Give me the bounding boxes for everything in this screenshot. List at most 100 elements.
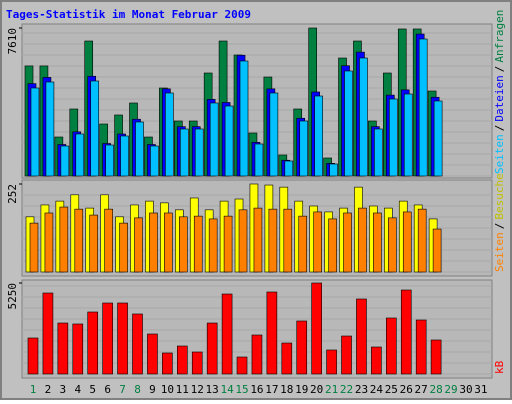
x-tick-label: 15	[235, 383, 248, 396]
x-tick-label: 22	[340, 383, 353, 396]
bar	[238, 209, 248, 273]
legend: kB	[493, 360, 506, 374]
bar	[132, 313, 143, 375]
bar	[373, 212, 382, 273]
x-tick-label: 29	[444, 383, 457, 396]
bar	[417, 208, 427, 273]
legend: Seiten / Dateien / Anfragen	[493, 10, 506, 174]
bar	[358, 207, 367, 273]
x-tick-label: 11	[176, 383, 189, 396]
bar	[45, 81, 55, 177]
bar	[371, 346, 382, 375]
x-tick-label: 31	[474, 383, 487, 396]
bar	[374, 128, 383, 177]
x-tick-label: 28	[429, 383, 442, 396]
bar	[388, 217, 397, 273]
bar	[430, 339, 442, 375]
bar	[135, 121, 144, 177]
x-tick-label: 3	[60, 383, 67, 396]
bar	[134, 217, 143, 273]
bar	[344, 70, 353, 177]
bar	[254, 143, 264, 177]
bar	[253, 207, 263, 273]
bar	[400, 289, 412, 375]
bar	[29, 222, 39, 273]
x-tick-label: 1	[30, 383, 37, 396]
bar	[329, 163, 338, 177]
bar	[74, 208, 84, 273]
legend-entry: kB	[493, 360, 506, 374]
bar	[266, 291, 278, 375]
bar	[179, 216, 188, 273]
x-tick-label: 8	[134, 383, 141, 396]
bar	[120, 135, 129, 177]
bar	[389, 98, 398, 177]
bar	[177, 345, 188, 375]
bar	[105, 144, 114, 177]
bar	[180, 128, 189, 177]
x-tick-label: 30	[459, 383, 472, 396]
bar	[57, 322, 69, 375]
bar	[298, 215, 308, 273]
bar	[433, 100, 443, 177]
bar	[284, 160, 294, 177]
x-tick-label: 19	[295, 383, 308, 396]
x-tick-label: 26	[400, 383, 413, 396]
bar	[415, 319, 427, 375]
bar	[165, 92, 174, 177]
legend-entry: Besuche	[493, 173, 506, 219]
y-tick-label: 252	[6, 184, 19, 204]
bar	[386, 317, 397, 375]
bar	[296, 320, 308, 375]
bar	[221, 293, 233, 375]
bar	[102, 302, 113, 375]
bar	[343, 212, 352, 273]
bar	[311, 282, 322, 375]
legend-entry: Seiten	[493, 232, 506, 272]
bar	[209, 102, 219, 177]
bar	[72, 323, 84, 375]
x-tick-label: 7	[119, 383, 126, 396]
bar	[281, 342, 293, 375]
x-tick-label: 12	[191, 383, 204, 396]
bar	[236, 356, 248, 375]
bar	[150, 145, 159, 177]
x-tick-label: 16	[250, 383, 263, 396]
bar	[402, 211, 412, 273]
x-tick-label: 2	[45, 383, 52, 396]
bar	[283, 208, 293, 273]
x-tick-label: 25	[385, 383, 398, 396]
y-tick-label: 5250	[6, 283, 19, 310]
legend-separator: /	[493, 66, 506, 73]
bar	[239, 60, 249, 177]
bar	[162, 352, 173, 375]
bar	[328, 218, 337, 273]
legend-separator: /	[493, 125, 506, 132]
legend-entry: Dateien	[493, 75, 506, 121]
bar	[60, 145, 70, 177]
bar	[191, 351, 203, 375]
bar	[359, 57, 368, 177]
bar	[30, 87, 40, 177]
bar	[208, 218, 218, 273]
bar	[194, 128, 204, 177]
bar	[164, 212, 173, 273]
x-tick-label: 24	[370, 383, 384, 396]
bar	[89, 214, 99, 273]
bar	[87, 311, 99, 375]
y-tick-label: 7610	[6, 28, 19, 55]
x-tick-label: 5	[89, 383, 96, 396]
x-tick-label: 27	[415, 383, 428, 396]
bar	[268, 208, 278, 273]
bar	[341, 335, 352, 375]
x-tick-label: 6	[104, 383, 111, 396]
x-tick-label: 18	[280, 383, 293, 396]
bar	[59, 206, 69, 273]
x-tick-label: 13	[206, 383, 219, 396]
x-tick-label: 21	[325, 383, 338, 396]
x-tick-label: 10	[161, 383, 174, 396]
x-tick-label: 14	[220, 383, 234, 396]
bar	[418, 38, 428, 177]
